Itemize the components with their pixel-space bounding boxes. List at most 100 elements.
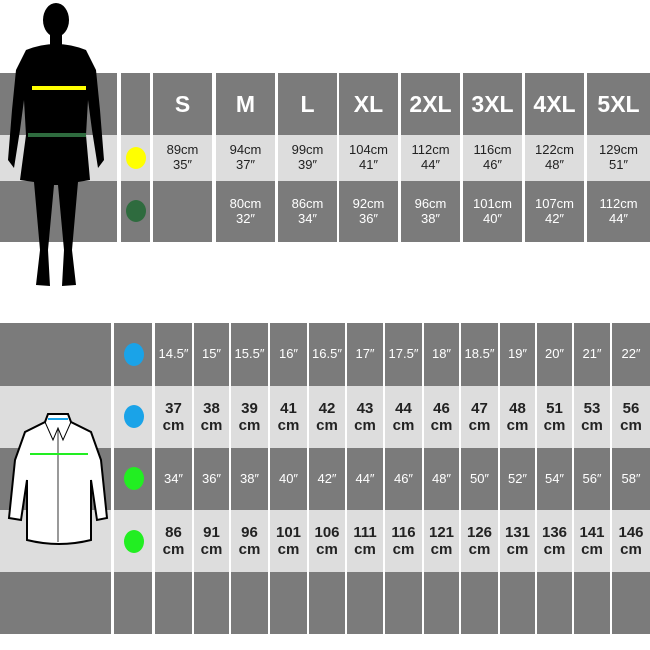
chest-in-cell: 46″ [385,448,422,510]
chest-in: 46″ [482,157,503,172]
shirt-icon [7,413,109,545]
value: 56″ [582,470,602,486]
size-header-cell: S [153,73,212,135]
value: 101 [275,523,302,541]
value: 126 [466,523,493,541]
body-silhouette-icon [8,3,104,286]
unit: cm [316,541,338,558]
size-label: 3XL [471,90,514,117]
collar-in-cell: 18.5″ [461,323,498,386]
chest-cm: 94cm [229,142,262,158]
chest-cell: 129cm 51″ [587,135,650,181]
chest-cm-cell: 121 cm [424,510,459,572]
chest-in-cell: 54″ [537,448,572,510]
collar-in-cell: 17″ [347,323,383,386]
empty-cell [309,572,345,634]
value: 38 [203,399,220,417]
value: 38″ [239,470,260,486]
waist-cm: 96cm [414,195,447,211]
chest-in: 41″ [358,157,379,172]
figure-cell [0,181,117,242]
chest-cm-cell: 146 cm [612,510,650,572]
value: 111 [353,523,377,541]
empty-cell [424,572,459,634]
waist-in: 36″ [358,210,379,226]
value: 16″ [278,346,299,362]
unit: cm [506,417,529,434]
marker-cell [121,73,150,135]
chest-cell: 99cm 39″ [278,135,337,181]
waist-cm: 107cm [534,195,575,211]
waist-cm: 92cm [352,195,385,211]
value: 58″ [621,470,641,486]
value: 17″ [355,346,375,362]
unit: cm [430,417,453,434]
chest-cm-cell: 106 cm [309,510,345,572]
collar-in-cell: 15″ [194,323,229,386]
value: 39 [241,399,258,417]
value: 18″ [431,346,452,362]
chest-cm: 116cm [473,142,512,158]
waist-cm: 80cm [229,195,262,211]
collar-in-cell: 19″ [500,323,535,386]
value: 46 [433,399,450,417]
value: 48″ [431,470,452,486]
value: 56 [622,399,640,417]
value: 54″ [544,470,565,486]
chest-cm: 104cm [348,142,389,158]
chest-cell: 112cm 44″ [401,135,460,181]
value: 14.5″ [158,346,189,362]
chest-in: 37″ [235,157,256,172]
value: 50″ [469,470,490,486]
chest-in-cell: 34″ [155,448,192,510]
waist-in: 44″ [608,210,629,226]
collar-in-cell: 21″ [574,323,610,386]
unit: cm [430,541,453,558]
value: 44 [395,399,412,417]
chest-cm-cell: 131 cm [500,510,535,572]
collar-in-cell: 16.5″ [309,323,345,386]
size-header-cell: 2XL [401,73,460,135]
empty-cell [537,572,572,634]
waist-cm: 86cm [291,195,324,211]
value: 17.5″ [388,346,419,362]
value: 141 [579,523,605,541]
collar-cm-marker-icon [124,405,144,428]
size-label: XL [353,90,384,117]
unit: cm [543,541,566,558]
unit: cm [277,541,300,558]
chest-cm-cell: 111 cm [347,510,383,572]
collar-in-cell: 18″ [424,323,459,386]
value: 44″ [355,470,375,486]
size-label: L [300,90,315,117]
size-header-cell: 3XL [463,73,522,135]
chest-cm-cell: 116 cm [385,510,422,572]
chest-in: 51″ [608,157,629,172]
size-label: M [235,90,256,117]
value: 37 [165,399,182,417]
value: 48 [509,399,526,417]
chest-cm: 89cm [166,142,199,158]
chest-in-cell: 52″ [500,448,535,510]
collar-cm-cell: 37 cm [155,386,192,448]
empty-cell [347,572,383,634]
unit: cm [581,417,603,434]
chest-in-cell: 38″ [231,448,268,510]
waist-in: 40″ [482,210,503,226]
empty-cell [194,572,229,634]
chest-cm: 112cm [411,142,450,158]
collar-in-cell: 16″ [270,323,307,386]
chest-cell: 89cm 35″ [153,135,212,181]
value: 19″ [507,346,528,362]
value: 116 [391,523,416,541]
value: 86 [165,523,182,541]
value: 53 [583,399,601,417]
size-label: 2XL [409,90,452,117]
value: 20″ [544,346,565,362]
chest-marker-icon [126,147,146,169]
chest-cm-cell: 101 cm [270,510,307,572]
chest-cell: 122cm 48″ [525,135,584,181]
empty-cell [231,572,268,634]
empty-cell [155,572,192,634]
collar-in-cell: 15.5″ [231,323,268,386]
